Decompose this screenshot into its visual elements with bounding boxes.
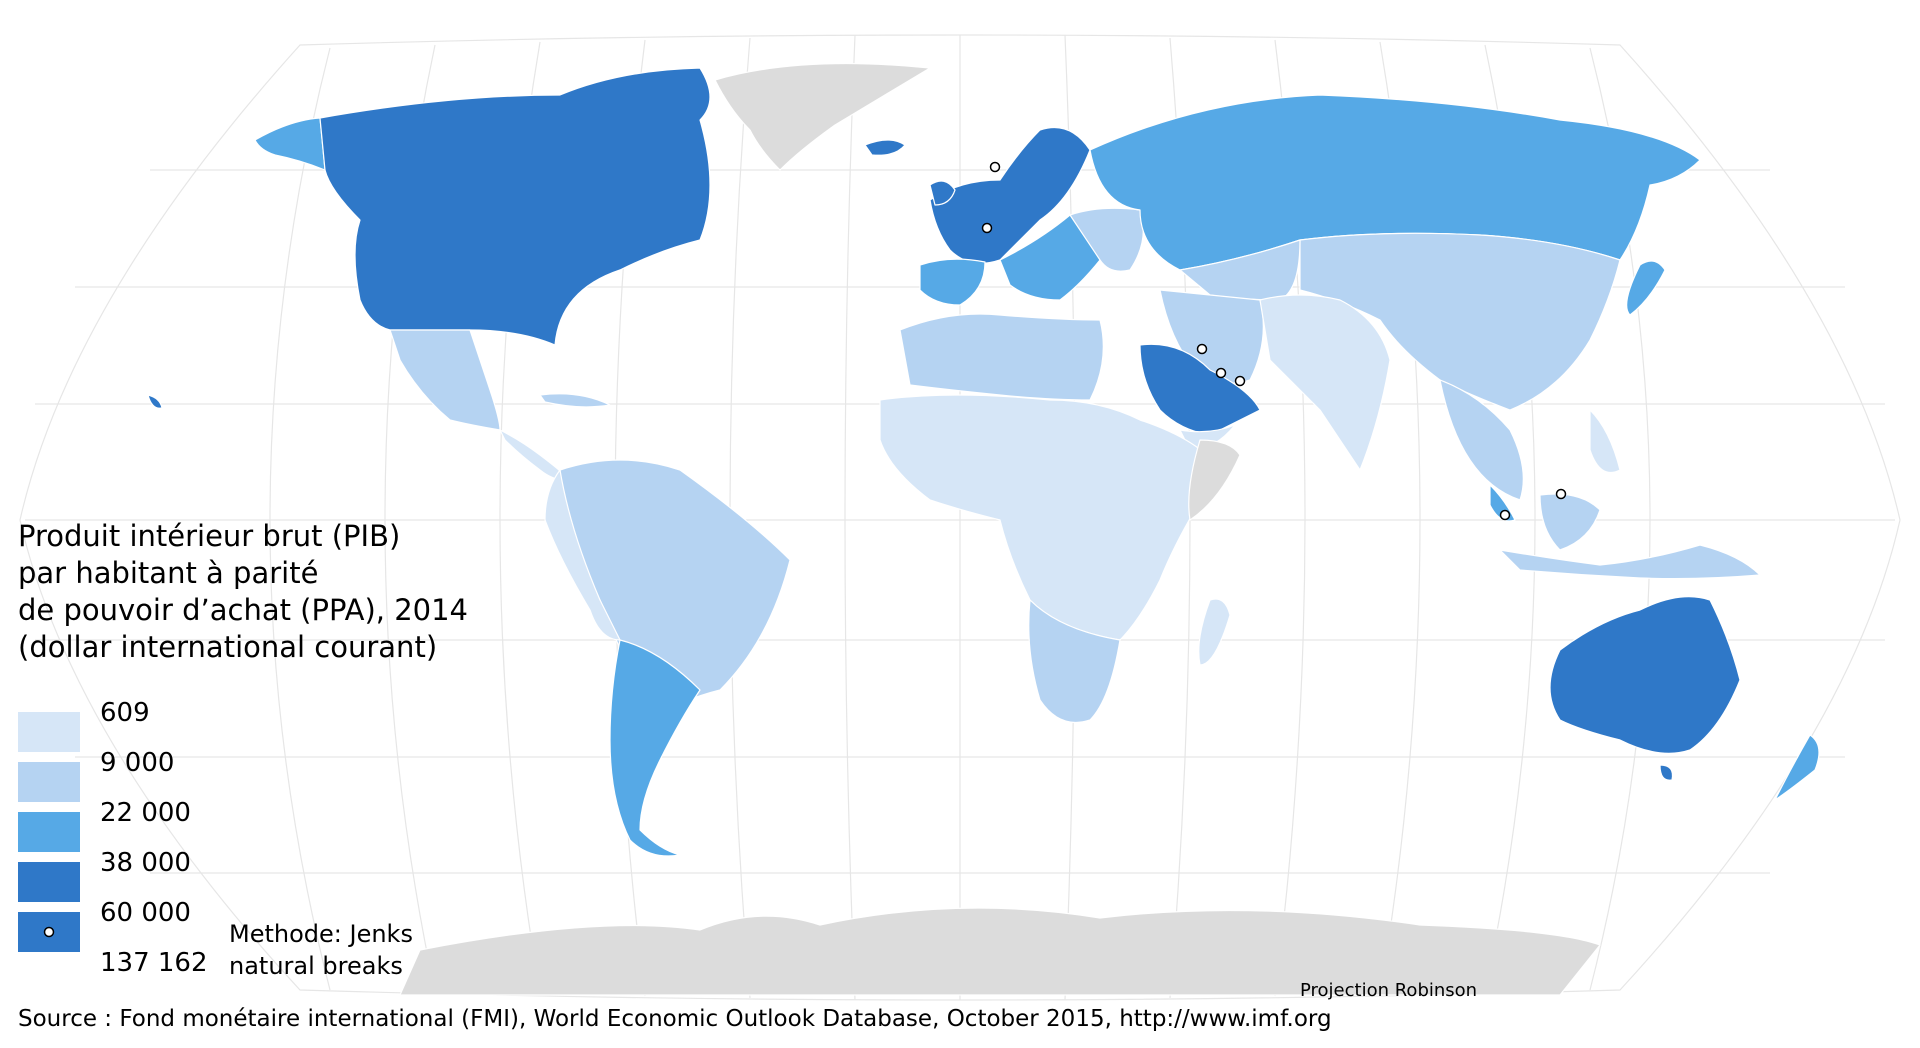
legend-swatch-2: [18, 762, 80, 802]
iceland: [864, 139, 906, 156]
map-marker: [1499, 509, 1511, 521]
madagascar: [1198, 598, 1231, 666]
southeast-asia: [1439, 379, 1524, 501]
sub-saharan-africa: [879, 394, 1221, 641]
south-asia: [1259, 294, 1391, 471]
legend-swatch-4: [18, 862, 80, 902]
map-marker: [1196, 343, 1208, 355]
arabian-peninsula: [1139, 343, 1261, 436]
north-africa: [899, 313, 1104, 401]
legend-break-4: 38 000: [100, 848, 191, 878]
landmasses: [147, 62, 1820, 996]
legend-swatch-1: [18, 712, 80, 752]
iran-region: [1159, 289, 1264, 384]
legend-break-3: 22 000: [100, 798, 191, 828]
map-marker: [1555, 488, 1567, 500]
classification-method: Methode: Jenks natural breaks: [229, 920, 413, 980]
somalia: [1188, 439, 1241, 521]
legend-break-5: 60 000: [100, 898, 191, 928]
caribbean: [539, 393, 611, 408]
map-marker: [989, 161, 1001, 173]
philippines: [1589, 409, 1621, 474]
map-marker: [1234, 375, 1246, 387]
japan: [1626, 260, 1666, 316]
legend-break-2: 9 000: [100, 748, 175, 778]
australia: [1549, 596, 1741, 754]
map-marker: [1215, 367, 1227, 379]
europe-high: [929, 126, 1091, 264]
southern-cone: [609, 639, 701, 857]
legend-break-6: 137 162: [100, 948, 208, 978]
indonesia: [1499, 544, 1761, 580]
china-region: [1299, 232, 1621, 411]
uk-ireland: [929, 180, 956, 206]
high-income-markers: [981, 161, 1567, 521]
projection-label: Projection Robinson: [1300, 980, 1478, 1001]
greenland: [714, 62, 931, 171]
new-zealand: [1774, 734, 1820, 801]
source-note: Source : Fond monétaire international (F…: [18, 1006, 1332, 1032]
tasmania: [1659, 764, 1674, 781]
hawaii: [147, 394, 163, 409]
mexico: [389, 329, 501, 431]
borneo: [1539, 493, 1601, 551]
iberia: [919, 258, 986, 306]
south-america-low: [544, 469, 621, 641]
legend-break-1: 609: [100, 698, 150, 728]
legend-swatch-3: [18, 812, 80, 852]
southern-africa: [1028, 599, 1121, 724]
europe-east: [1069, 207, 1144, 272]
alaska: [254, 117, 326, 171]
antarctica: [399, 907, 1601, 996]
north-america-high: [319, 67, 711, 346]
map-title: Produit intérieur brut (PIB) par habitan…: [18, 519, 469, 664]
map-marker: [981, 222, 993, 234]
legend-swatch-5: [18, 912, 80, 952]
legend-marker-icon: [43, 926, 55, 938]
